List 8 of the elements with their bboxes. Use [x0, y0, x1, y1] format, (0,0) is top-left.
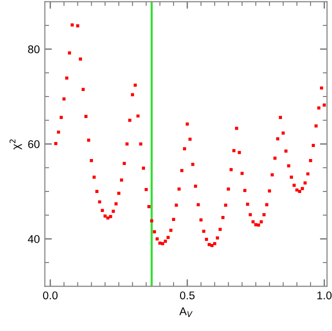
x-tick-label: 1.0: [317, 291, 332, 300]
x-tick-label: 0.5: [180, 291, 195, 300]
x-axis-title: A$_{V}$: [179, 307, 193, 317]
y-axis-title: χ$^{2}$: [10, 139, 22, 150]
y-tick-label: 80: [28, 45, 40, 54]
x-tick-label: 0.0: [43, 291, 58, 300]
y-tick-label: 40: [28, 235, 40, 244]
y-tick-label: 60: [28, 140, 40, 148]
